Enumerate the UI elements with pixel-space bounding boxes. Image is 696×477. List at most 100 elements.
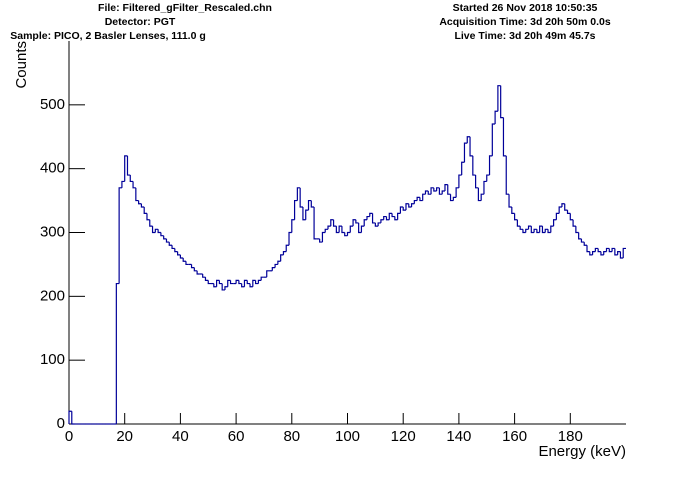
- histogram-bin: [138, 200, 142, 205]
- histogram-bin: [580, 238, 585, 243]
- histogram-bin: [436, 187, 440, 192]
- histogram-bin: [126, 155, 131, 176]
- histogram-bin: [190, 264, 195, 269]
- histogram-bin: [572, 219, 576, 227]
- histogram-bin: [121, 180, 125, 188]
- histogram-bin: [544, 228, 549, 233]
- histogram-bin: [569, 213, 574, 221]
- histogram-bin: [433, 187, 437, 192]
- histogram-bin: [397, 212, 401, 220]
- histogram-bin: [163, 235, 167, 240]
- histogram-bin: [500, 85, 504, 119]
- histogram-bin: [461, 161, 465, 176]
- histogram-bin: [360, 225, 365, 233]
- histogram-bin: [408, 203, 412, 208]
- x-tick-label: 0: [65, 428, 73, 445]
- histogram-bin: [165, 238, 170, 243]
- histogram-bin: [221, 283, 225, 291]
- histogram-bin: [140, 203, 145, 208]
- histogram-bin: [419, 197, 423, 202]
- y-tick-label: 200: [40, 287, 65, 304]
- histogram-bin: [307, 199, 312, 211]
- histogram-bin: [422, 193, 426, 201]
- histogram-bin: [302, 206, 306, 221]
- histogram-bin: [157, 229, 161, 234]
- histogram-bin: [533, 228, 537, 233]
- histogram-bin: [486, 174, 490, 182]
- histogram-bin: [374, 222, 379, 227]
- histogram-bin: [452, 196, 457, 201]
- histogram-bin: [511, 206, 515, 214]
- histogram-bin: [410, 203, 415, 207]
- histogram-bin: [603, 251, 607, 255]
- histogram-bin: [124, 155, 128, 182]
- histogram-bin: [578, 232, 582, 240]
- histogram-bin: [583, 242, 588, 246]
- header-text: Sample: PICO, 2 Basler Lenses, 111.0 g: [10, 30, 206, 42]
- histogram-bin: [193, 267, 198, 272]
- histogram-bin: [313, 206, 317, 240]
- histogram-bin: [369, 212, 373, 217]
- histogram-bin: [519, 226, 523, 230]
- histogram-bin: [402, 206, 406, 211]
- histogram-bin: [254, 280, 259, 285]
- histogram-bin: [168, 242, 173, 246]
- histogram-bin: [597, 248, 601, 253]
- histogram-bin: [527, 225, 532, 230]
- histogram-bin: [151, 226, 156, 234]
- histogram-bin: [202, 273, 206, 278]
- histogram-bin: [455, 187, 459, 198]
- histogram-bin: [149, 219, 153, 227]
- histogram-bin: [218, 280, 223, 285]
- header-text: Started 26 Nov 2018 10:50:35: [453, 2, 598, 14]
- histogram-bin: [224, 286, 228, 290]
- histogram-bin: [68, 410, 72, 424]
- y-tick-label: 300: [40, 223, 65, 240]
- histogram-bin: [622, 247, 626, 259]
- x-tick-label: 60: [228, 428, 245, 445]
- histogram-bin: [71, 411, 75, 425]
- histogram-bin: [447, 184, 451, 195]
- x-tick-label: 180: [558, 428, 583, 445]
- histogram-bin: [285, 244, 290, 252]
- y-tick-label: 400: [40, 160, 65, 177]
- histogram-bin: [475, 175, 479, 189]
- histogram-bin: [280, 254, 284, 262]
- histogram-bin: [288, 231, 292, 246]
- histogram-bin: [115, 282, 120, 424]
- histogram-bin: [469, 136, 473, 157]
- histogram-bin: [614, 248, 618, 256]
- histogram-bin: [561, 203, 565, 207]
- histogram-bin: [363, 219, 367, 227]
- histogram-bin: [321, 231, 326, 243]
- histogram-bin: [154, 228, 159, 233]
- histogram-bin: [260, 276, 264, 281]
- histogram-bin: [399, 206, 404, 214]
- histogram-bin: [380, 219, 384, 223]
- histogram-bin: [505, 155, 510, 195]
- histogram-bin: [341, 226, 345, 234]
- histogram-bin: [282, 251, 287, 255]
- histogram-bin: [605, 247, 610, 252]
- histogram-bin: [427, 191, 432, 195]
- histogram-bin: [332, 219, 337, 227]
- histogram-bin: [196, 270, 200, 275]
- histogram-bin: [249, 283, 253, 288]
- histogram-bin: [171, 245, 175, 250]
- histogram-bin: [383, 215, 387, 220]
- histogram-bin: [229, 280, 234, 285]
- histogram-bin: [494, 110, 498, 124]
- x-tick-label: 100: [335, 428, 360, 445]
- x-tick-label: 120: [391, 428, 416, 445]
- histogram-bin: [502, 117, 507, 157]
- histogram-bin: [541, 226, 546, 234]
- histogram-bin: [216, 279, 220, 287]
- histogram-bin: [547, 229, 551, 234]
- histogram-bin: [135, 187, 139, 202]
- histogram-bin: [619, 251, 624, 259]
- x-tick-label: 140: [446, 428, 471, 445]
- y-tick-label: 0: [57, 415, 65, 432]
- histogram-bin: [238, 280, 242, 285]
- histogram-bin: [355, 219, 359, 224]
